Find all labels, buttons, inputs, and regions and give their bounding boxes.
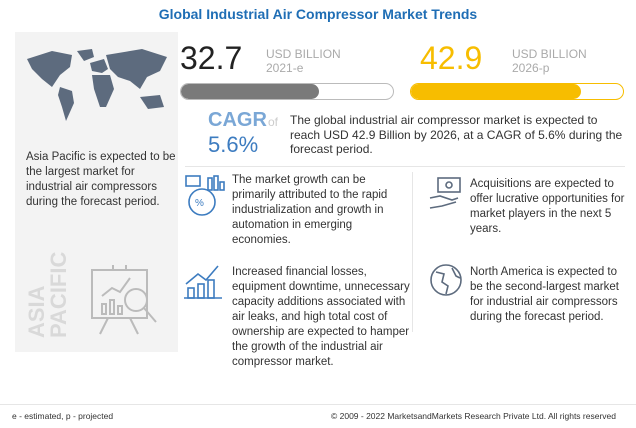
asia-pacific-watermark: ASIA PACIFIC	[24, 251, 71, 338]
divider	[185, 166, 625, 167]
svg-text:%: %	[195, 198, 204, 209]
unit-2021: USD BILLION	[266, 47, 341, 61]
bar-2026-fill	[411, 84, 581, 99]
item-north-america: North America is expected to be the seco…	[470, 266, 619, 323]
presentation-analysis-icon	[91, 265, 157, 335]
year-2021: 2021-e	[266, 61, 304, 75]
value-2026: 42.9	[420, 40, 483, 76]
automation-icon: %	[185, 175, 225, 216]
unit-2026: USD BILLION	[512, 47, 587, 61]
cagr-value: 5.6%	[208, 132, 259, 157]
value-2021: 32.7	[180, 40, 243, 76]
bar-2021-fill	[181, 84, 319, 99]
year-2026: 2026-p	[512, 61, 550, 75]
cagr-of: of	[268, 115, 279, 129]
item-acquisitions: Acquisitions are expected to offer lucra…	[470, 178, 625, 235]
globe-icon	[430, 264, 462, 296]
market-summary: The global industrial air compressor mar…	[290, 113, 623, 156]
bar-2026	[410, 83, 624, 100]
world-map-icon	[27, 49, 167, 121]
divider	[412, 172, 413, 332]
page-title: Global Industrial Air Compressor Market …	[158, 6, 478, 22]
item-financial-losses: Increased financial losses, equipment do…	[232, 266, 410, 368]
footer-copyright: © 2009 - 2022 MarketsandMarkets Research…	[330, 411, 616, 421]
asia-pacific-text: Asia Pacific is expected to be the large…	[26, 151, 176, 208]
bar-2021	[180, 83, 394, 100]
footer-legend: e - estimated, p - projected	[12, 411, 114, 421]
money-handshake-icon	[429, 177, 461, 209]
item-automation: The market growth can be primarily attri…	[232, 174, 388, 246]
asia-label: ASIA	[24, 285, 49, 338]
cagr-label: CAGR	[208, 109, 267, 131]
footer-divider	[0, 404, 636, 405]
pacific-label: PACIFIC	[46, 251, 71, 338]
financial-loss-chart-icon	[184, 265, 222, 299]
